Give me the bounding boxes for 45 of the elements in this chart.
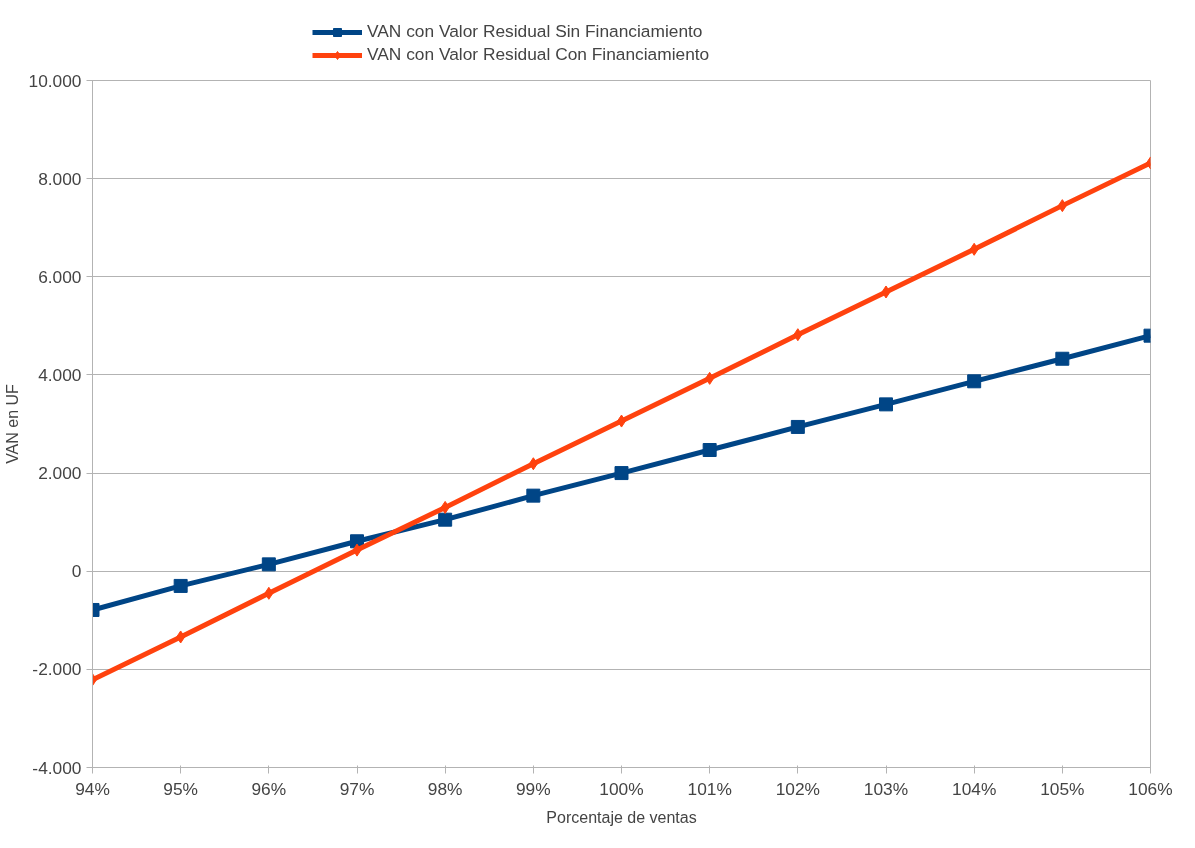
x-tick-label: 100% bbox=[599, 778, 644, 799]
y-tick-label: 4.000 bbox=[38, 364, 82, 385]
point bbox=[1057, 199, 1067, 213]
x-tick-label: 96% bbox=[251, 778, 287, 799]
legend-label: VAN con Valor Residual Sin Financiamiento bbox=[367, 21, 703, 42]
y-tick-label: 10.000 bbox=[28, 70, 82, 91]
x-tick-label: 102% bbox=[775, 778, 820, 799]
x-tick-label: 95% bbox=[163, 778, 199, 799]
x-tick-label: 105% bbox=[1040, 778, 1085, 799]
x-tick-label: 98% bbox=[427, 778, 463, 799]
x-tick-label: 99% bbox=[515, 778, 551, 799]
point bbox=[967, 374, 982, 389]
point bbox=[526, 488, 541, 503]
y-tick-label: 0 bbox=[71, 561, 82, 582]
point bbox=[969, 242, 979, 256]
y-tick-label: 8.000 bbox=[38, 168, 82, 189]
point bbox=[440, 500, 450, 514]
x-tick-label: 94% bbox=[75, 778, 110, 799]
y-axis-title: VAN en UF bbox=[3, 383, 21, 464]
x-tick-label: 103% bbox=[863, 778, 909, 799]
point bbox=[879, 397, 893, 412]
x-axis-title: Porcentaje de ventas bbox=[546, 808, 697, 826]
point bbox=[261, 557, 276, 572]
point bbox=[881, 285, 891, 299]
point bbox=[173, 578, 188, 593]
point bbox=[705, 371, 715, 385]
point bbox=[790, 419, 805, 434]
point bbox=[438, 512, 453, 527]
y-tick-label: -4.000 bbox=[32, 757, 82, 778]
point bbox=[614, 466, 629, 481]
point bbox=[702, 443, 717, 458]
point bbox=[176, 630, 186, 644]
x-tick-label: 106% bbox=[1128, 778, 1173, 799]
y-tick-label: -2.000 bbox=[32, 659, 82, 680]
x-tick-label: 104% bbox=[952, 778, 997, 799]
x-tick-label: 101% bbox=[687, 778, 732, 799]
point bbox=[1055, 351, 1070, 366]
point bbox=[528, 457, 538, 471]
y-tick-label: 2.000 bbox=[38, 463, 82, 484]
point bbox=[793, 328, 803, 342]
legend-label: VAN con Valor Residual Con Financiamiento bbox=[367, 44, 710, 65]
point bbox=[264, 586, 274, 600]
y-tick-label: 6.000 bbox=[38, 266, 82, 287]
x-tick-label: 97% bbox=[339, 778, 375, 799]
point bbox=[352, 543, 362, 557]
